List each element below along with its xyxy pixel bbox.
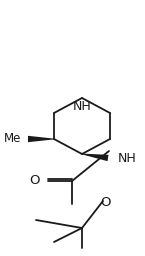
Text: O: O	[100, 197, 110, 209]
Text: O: O	[30, 175, 40, 187]
Text: Me: Me	[4, 133, 21, 145]
Polygon shape	[82, 154, 108, 161]
Text: NH: NH	[118, 153, 137, 165]
Text: NH: NH	[73, 101, 91, 113]
Polygon shape	[28, 136, 54, 142]
